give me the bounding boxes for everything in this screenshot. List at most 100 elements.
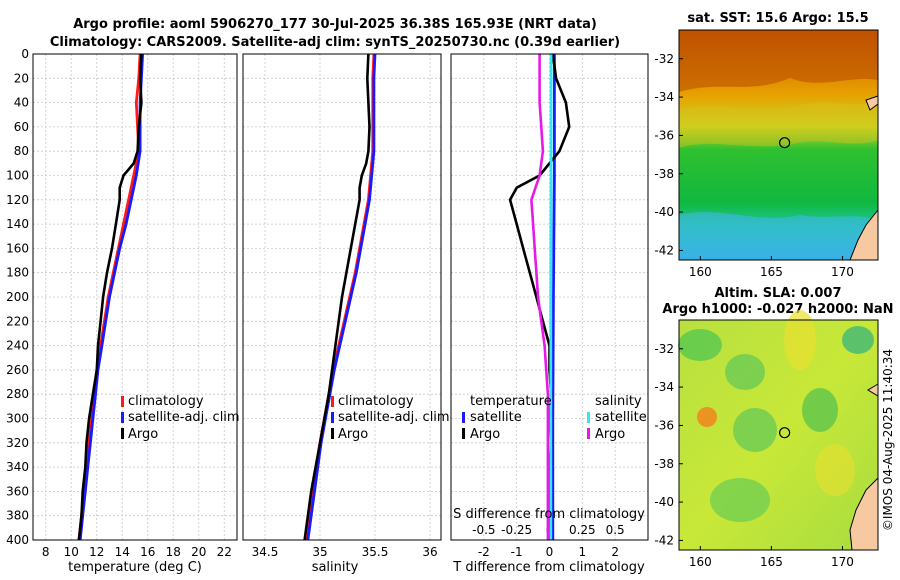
map-x-tick-label: 170 — [831, 555, 854, 569]
legend-label: Argo — [470, 427, 500, 442]
difference-xlabel-top: S difference from climatology — [453, 507, 645, 522]
legend-label: satellite — [595, 410, 647, 425]
profile-location-marker — [779, 427, 791, 439]
map-y-tick-label: -32 — [654, 342, 674, 356]
panel-frame — [450, 53, 649, 541]
y-tick-label: 20 — [14, 71, 29, 85]
x-tick-label: 35.5 — [362, 545, 389, 559]
y-tick-label: 340 — [6, 460, 29, 474]
main-title-line1: Argo profile: aoml 5906270_177 30-Jul-20… — [73, 17, 597, 32]
y-tick-label: 140 — [6, 217, 29, 231]
map-y-tick-label: -32 — [654, 52, 674, 66]
difference-xlabel: T difference from climatology — [452, 560, 645, 575]
sla-blob — [697, 407, 717, 427]
difference-legend: temperature satellite Argo salinity sate… — [462, 394, 647, 442]
panel-frame — [242, 53, 442, 541]
map-y-tick-label: -38 — [654, 167, 674, 181]
temperature-panel: 8 10 12 14 16 18 20 220204060801001201401601802… — [6, 47, 238, 559]
map-y-tick-label: -36 — [654, 128, 674, 142]
y-tick-label: 280 — [6, 387, 29, 401]
sla-blob — [678, 329, 722, 361]
legend-title-temperature: temperature — [470, 394, 552, 409]
x-tick-label: 34.5 — [252, 545, 279, 559]
temperature-xlabel: temperature (deg C) — [68, 560, 202, 575]
legend-label: satellite-adj. clim — [128, 410, 240, 425]
y-tick-label: 320 — [6, 436, 29, 450]
sla-blob — [733, 408, 777, 452]
x-tick-label: -1 — [511, 545, 523, 559]
map-y-tick-label: -42 — [654, 533, 674, 547]
x-tick-label: 12 — [89, 545, 104, 559]
map-y-tick-label: -34 — [654, 380, 674, 394]
x-tick-label: 8 — [42, 545, 50, 559]
legend-swatch-climatology — [331, 396, 334, 407]
x-tick-label: 18 — [166, 545, 181, 559]
map-x-tick-label: 160 — [689, 555, 712, 569]
sst-map-frame — [678, 29, 879, 261]
sla-blob — [710, 478, 770, 522]
legend-label: satellite-adj. clim — [338, 410, 450, 425]
sla-map-frame — [678, 319, 879, 551]
legend-swatch-satellite — [331, 412, 334, 423]
x-tick-label: 35 — [312, 545, 327, 559]
credit-text: ©IMOS 04-Aug-2025 11:40:34 — [881, 349, 895, 531]
series-line-satellite-adj-clim — [306, 53, 377, 541]
profile-location-marker — [779, 137, 791, 149]
y-tick-label: 200 — [6, 290, 29, 304]
series-line-satellite-adj-clim — [78, 53, 144, 541]
map-y-tick-label: -40 — [654, 495, 674, 509]
x-tick-label: 16 — [140, 545, 155, 559]
legend-swatch-s-satellite — [587, 412, 590, 423]
legend-swatch-t-satellite — [462, 412, 465, 423]
legend-swatch-t-argo — [462, 428, 465, 439]
x-tick-top-label: 0.25 — [569, 523, 596, 537]
x-tick-label: 20 — [191, 545, 206, 559]
legend-label: Argo — [338, 427, 368, 442]
map-x-tick-label: 165 — [760, 555, 783, 569]
y-tick-label: 360 — [6, 484, 29, 498]
panel-frame — [32, 53, 238, 541]
x-tick-top-label: -0.25 — [501, 523, 532, 537]
legend-label: Argo — [595, 427, 625, 442]
y-tick-label: 160 — [6, 241, 29, 255]
legend-label: climatology — [338, 394, 414, 409]
x-tick-label: 22 — [217, 545, 232, 559]
sst-map-title: sat. SST: 15.6 Argo: 15.5 — [687, 11, 868, 26]
sla-blob — [842, 326, 874, 354]
legend-swatch-s-argo — [587, 428, 590, 439]
legend-label: climatology — [128, 394, 204, 409]
y-tick-label: 80 — [14, 144, 29, 158]
sst-map: 160 165 170 -32 -34 -36 -38 -40 -42 — [654, 29, 879, 279]
map-y-tick-label: -34 — [654, 90, 674, 104]
series-line-salinity-argo — [530, 54, 550, 540]
salinity-panel: 34.5 35 35.5 36 — [242, 53, 442, 559]
sla-blob — [802, 388, 838, 432]
y-tick-label: 40 — [14, 96, 29, 110]
map-y-tick-label: -42 — [654, 243, 674, 257]
y-tick-label: 180 — [6, 266, 29, 280]
map-x-tick-label: 160 — [689, 265, 712, 279]
x-tick-top-label: 0.5 — [606, 523, 625, 537]
sla-map-title1: Altim. SLA: 0.007 — [715, 286, 842, 301]
sst-warm-band — [679, 30, 878, 92]
legend-label: satellite — [470, 410, 522, 425]
x-tick-label: 1 — [579, 545, 587, 559]
x-tick-label: 2 — [611, 545, 619, 559]
x-tick-label: -2 — [478, 545, 490, 559]
x-tick-label: 10 — [64, 545, 79, 559]
y-tick-label: 0 — [21, 47, 29, 61]
y-tick-label: 60 — [14, 120, 29, 134]
map-x-tick-label: 165 — [760, 265, 783, 279]
sla-map: 160 165 170 -32 -34 -36 -38 -40 -42 — [654, 310, 879, 569]
series-line-argo — [303, 53, 371, 541]
x-tick-label: 36 — [422, 545, 437, 559]
map-x-tick-label: 170 — [831, 265, 854, 279]
series-line-argo — [77, 53, 143, 541]
y-tick-label: 380 — [6, 509, 29, 523]
y-tick-label: 260 — [6, 363, 29, 377]
series-line-temperature-satellite — [551, 54, 556, 540]
y-tick-label: 120 — [6, 193, 29, 207]
legend-label: Argo — [128, 427, 158, 442]
sla-blob — [784, 310, 816, 370]
y-tick-label: 100 — [6, 169, 29, 183]
